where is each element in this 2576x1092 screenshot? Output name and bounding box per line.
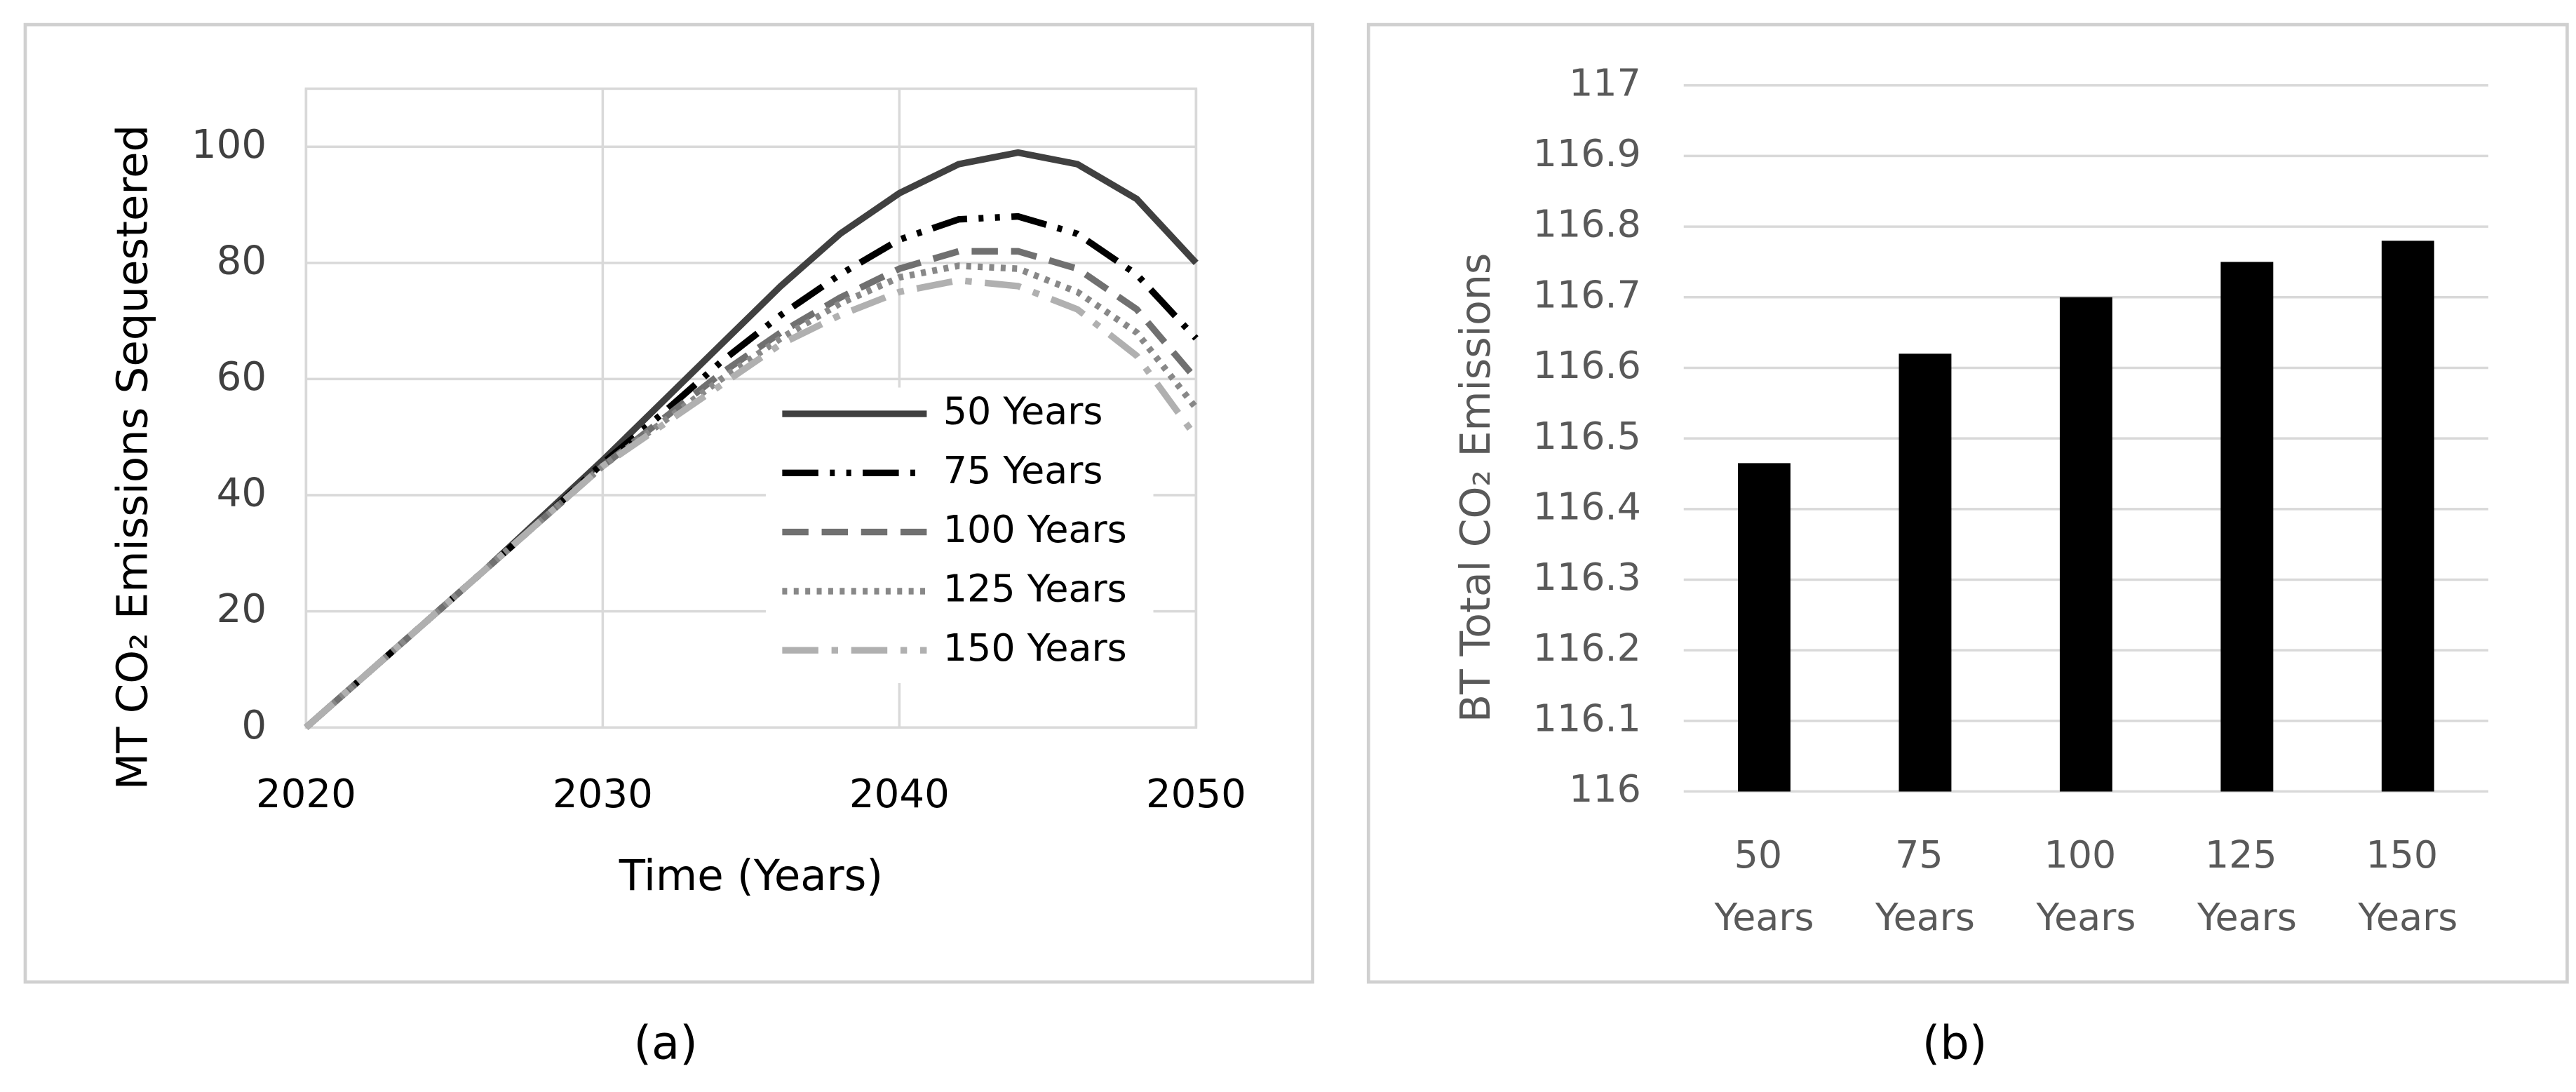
x-tick-label: 125 Years [2197, 833, 2297, 939]
y-tick-label: 40 [217, 471, 267, 516]
caption: (a) [633, 1017, 697, 1070]
y-tick-label: 60 [217, 354, 267, 400]
legend-label: 125 Years [943, 567, 1127, 611]
y-tick-label: 80 [217, 238, 267, 283]
series-line [304, 213, 1199, 730]
x-tick-label: 75 Years [1875, 833, 1975, 939]
x-tick-label: 2050 [1146, 771, 1246, 817]
y-tick-label: 116.6 [1533, 343, 1641, 387]
x-tick-label: 50 Years [1713, 833, 1814, 939]
y-tick-label: 116.7 [1533, 272, 1641, 316]
y-tick-label: 116.8 [1533, 202, 1641, 246]
y-tick-label: 116.1 [1533, 696, 1641, 740]
legend-label: 50 Years [943, 389, 1103, 433]
x-tick-label-line: Years [1713, 895, 1814, 939]
bar [1738, 463, 1791, 792]
y-tick-label: 116.5 [1533, 414, 1641, 458]
x-tick-label: 2040 [849, 771, 950, 817]
bar [2381, 241, 2434, 792]
legend-label: 150 Years [943, 626, 1127, 670]
bar [2059, 297, 2112, 792]
x-tick-label-line: 125 [2205, 833, 2289, 877]
x-tick-label: 2030 [553, 771, 653, 817]
x-tick-label-line: Years [2197, 895, 2297, 939]
x-tick-label: 150 Years [2357, 833, 2457, 939]
y-axis-label: BT Total CO₂ Emissions [1452, 253, 1499, 723]
series-line [304, 262, 1199, 730]
x-tick-label-line: 150 [2366, 833, 2450, 877]
y-tick-label: 116.4 [1533, 484, 1641, 528]
y-tick-label: 20 [217, 586, 267, 632]
x-tick-label-line: Years [2035, 895, 2136, 939]
x-tick-label-line: Years [1875, 895, 1975, 939]
y-tick-label: 116 [1569, 767, 1641, 811]
x-tick-label-line: Years [2357, 895, 2457, 939]
panel-b [1366, 22, 2569, 984]
x-tick-label-line: 75 [1895, 833, 1955, 877]
x-tick-label: 100 Years [2035, 833, 2136, 939]
y-tick-label: 0 [241, 703, 267, 748]
series-line [304, 276, 1199, 730]
y-tick-label: 116.3 [1533, 555, 1641, 599]
y-tick-label: 116.2 [1533, 626, 1641, 670]
y-tick-label: 116.9 [1533, 131, 1641, 175]
legend-label: 100 Years [943, 507, 1127, 551]
legend-label: 75 Years [943, 448, 1103, 492]
y-axis-label: MT CO₂ Emissions Sequestered [107, 125, 157, 790]
x-tick-label: 2020 [256, 771, 356, 817]
x-axis-label: Time (Years) [619, 851, 883, 901]
caption: (b) [1922, 1017, 1988, 1070]
y-tick-label: 117 [1569, 60, 1641, 105]
bar [1899, 353, 1952, 792]
x-tick-label-line: 100 [2044, 833, 2128, 877]
y-tick-label: 100 [191, 122, 267, 168]
bar [2220, 262, 2274, 792]
x-tick-label-line: 50 [1734, 833, 1795, 877]
